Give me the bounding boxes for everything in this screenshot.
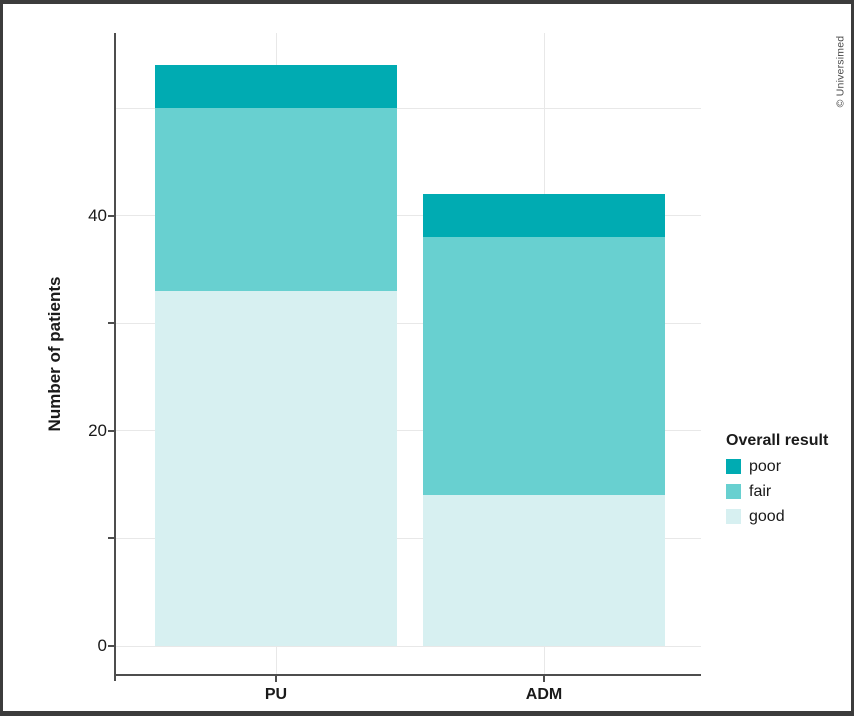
gridline-horizontal-10 bbox=[116, 537, 701, 539]
y-tick-0 bbox=[108, 645, 114, 647]
legend-items: poor fair good bbox=[726, 458, 851, 525]
legend-item-good: good bbox=[726, 508, 851, 525]
y-tick-label-0: 0 bbox=[97, 636, 107, 655]
legend-swatch-poor bbox=[726, 459, 741, 474]
x-axis-line bbox=[114, 674, 701, 676]
legend-swatch-fair bbox=[726, 484, 741, 499]
y-tick-30 bbox=[108, 322, 114, 325]
x-category-label-PU: PU bbox=[264, 686, 288, 703]
y-tick-label-40: 40 bbox=[88, 205, 107, 225]
legend-item-fair: fair bbox=[726, 483, 851, 500]
bar-segment-PU-poor bbox=[155, 64, 397, 108]
gridline-horizontal-0 bbox=[116, 645, 701, 647]
y-tick-10 bbox=[108, 537, 114, 540]
gridline-horizontal-50 bbox=[116, 107, 701, 109]
y-axis-title: Number of patients bbox=[45, 276, 64, 432]
legend: Overall result poor fair good bbox=[726, 432, 851, 534]
legend-label-fair: fair bbox=[749, 483, 772, 500]
y-tick-20 bbox=[108, 429, 114, 432]
x-tick-ADM bbox=[543, 676, 545, 682]
bar-segment-PU-good bbox=[155, 290, 397, 646]
legend-item-poor: poor bbox=[726, 458, 851, 475]
legend-swatch-good bbox=[726, 509, 741, 524]
plot-panel: 0 20 40 PU ADM bbox=[3, 4, 854, 720]
bar-segment-ADM-poor bbox=[423, 194, 665, 238]
y-tick-label-20: 20 bbox=[88, 420, 107, 440]
legend-label-good: good bbox=[749, 508, 785, 525]
y-axis-line bbox=[114, 33, 116, 681]
x-category-label-ADM: ADM bbox=[525, 686, 563, 703]
x-tick-PU bbox=[275, 676, 277, 682]
gridline-horizontal-40 bbox=[116, 215, 701, 217]
gridline-horizontal-20 bbox=[116, 430, 701, 432]
bar-segment-PU-fair bbox=[155, 108, 397, 291]
gridline-horizontal-30 bbox=[116, 322, 701, 324]
copyright-credit: © Universimed bbox=[834, 35, 847, 108]
legend-label-poor: poor bbox=[749, 458, 782, 475]
legend-title: Overall result bbox=[726, 432, 829, 449]
bar-segment-ADM-fair bbox=[423, 237, 665, 496]
y-tick-40 bbox=[108, 214, 114, 217]
bar-segment-ADM-good bbox=[423, 495, 665, 646]
